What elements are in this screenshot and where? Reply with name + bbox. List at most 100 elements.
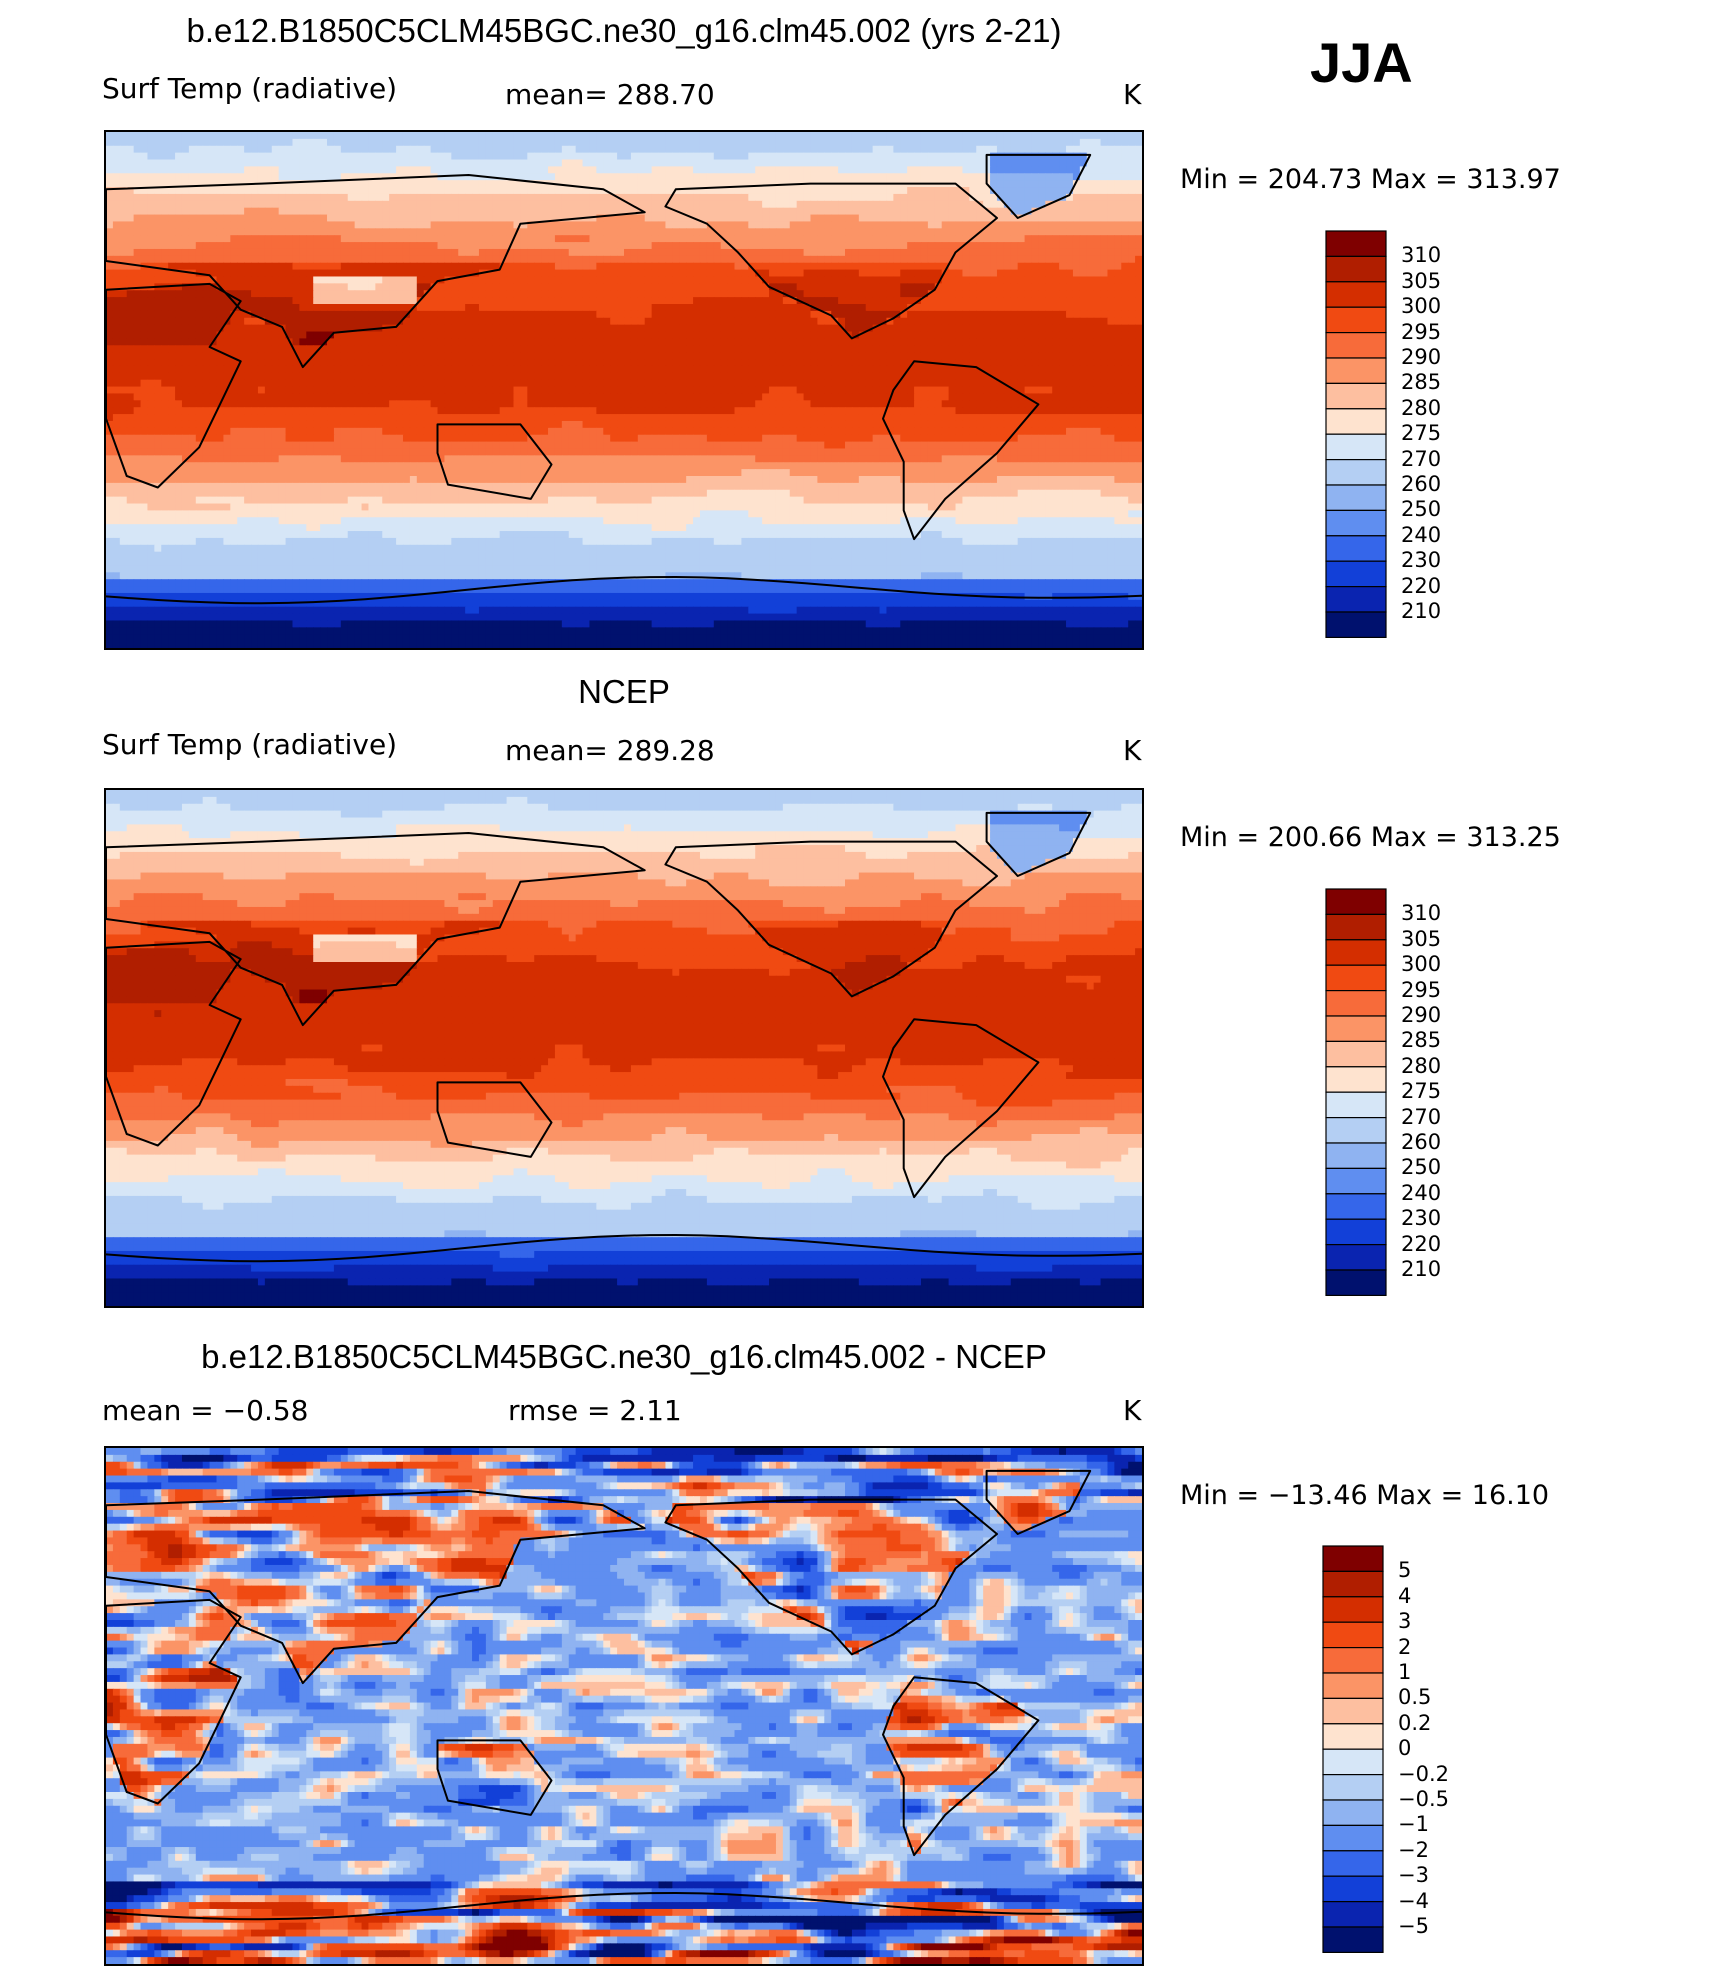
field-cell xyxy=(382,310,390,319)
field-cell xyxy=(1093,324,1102,333)
field-cell xyxy=(665,317,673,326)
field-cell xyxy=(907,276,915,284)
field-cell xyxy=(1024,248,1033,257)
field-cell xyxy=(637,180,646,188)
field-cell xyxy=(796,276,805,284)
field-cell xyxy=(202,317,211,326)
field-cell xyxy=(285,180,294,188)
field-cell xyxy=(299,324,307,333)
field-cell xyxy=(762,297,770,305)
field-cell xyxy=(140,248,149,257)
field-cell xyxy=(534,338,542,346)
field-cell xyxy=(886,132,894,140)
field-cell xyxy=(637,317,646,326)
field-cell xyxy=(520,331,528,339)
field-cell xyxy=(865,235,874,243)
field-cell xyxy=(1066,304,1074,312)
field-cell xyxy=(624,200,632,209)
field-cell xyxy=(485,228,494,236)
field-cell xyxy=(1107,276,1115,284)
field-cell xyxy=(409,193,418,202)
field-cell xyxy=(1052,173,1060,181)
field-cell xyxy=(575,324,584,333)
field-cell xyxy=(782,242,791,250)
field-cell xyxy=(499,200,508,209)
field-cell xyxy=(389,132,397,140)
field-cell xyxy=(534,207,542,216)
field-cell xyxy=(679,207,687,216)
field-cell xyxy=(465,317,473,326)
field-cell xyxy=(1003,166,1012,174)
field-cell xyxy=(990,228,998,236)
field-cell xyxy=(803,283,812,291)
field-cell xyxy=(693,338,701,346)
field-cell xyxy=(209,138,218,147)
field-cell xyxy=(755,152,763,161)
field-cell xyxy=(209,200,218,209)
field-cell xyxy=(679,269,687,278)
field-cell xyxy=(1121,345,1129,353)
field-cell xyxy=(644,221,653,229)
field-cell xyxy=(216,138,225,147)
field-cell xyxy=(548,242,556,250)
field-cell xyxy=(706,310,715,319)
field-cell xyxy=(996,276,1005,284)
field-cell xyxy=(886,345,894,353)
field-cell xyxy=(934,310,943,319)
field-cell xyxy=(561,228,570,236)
field-cell xyxy=(872,352,881,360)
field-cell xyxy=(1079,262,1088,271)
field-cell xyxy=(941,324,950,333)
field-cell xyxy=(803,187,812,195)
field-cell xyxy=(817,310,825,319)
field-cell xyxy=(230,310,238,319)
field-cell xyxy=(575,269,584,278)
field-cell xyxy=(437,269,446,278)
field-cell xyxy=(237,242,245,250)
field-cell xyxy=(458,304,466,312)
field-cell xyxy=(271,310,280,319)
field-cell xyxy=(755,180,763,188)
field-cell xyxy=(962,180,970,188)
field-cell xyxy=(803,345,812,353)
field-cell xyxy=(1038,193,1046,202)
field-cell xyxy=(1086,180,1095,188)
field-cell xyxy=(416,283,425,291)
field-cell xyxy=(306,345,314,353)
field-cell xyxy=(492,214,501,223)
field-cell xyxy=(976,269,984,278)
field-cell xyxy=(168,187,176,195)
field-cell xyxy=(907,152,915,161)
field-cell xyxy=(368,180,376,188)
field-cell xyxy=(140,214,149,223)
field-cell xyxy=(748,221,756,229)
field-cell xyxy=(195,262,204,271)
field-cell xyxy=(817,166,825,174)
field-cell xyxy=(444,187,452,195)
field-cell xyxy=(699,242,708,250)
field-cell xyxy=(630,276,639,284)
field-cell xyxy=(962,345,970,353)
field-cell xyxy=(451,297,459,305)
field-cell xyxy=(741,338,749,346)
field-cell xyxy=(1128,269,1136,278)
field-cell xyxy=(996,152,1005,161)
field-cell xyxy=(1128,214,1136,223)
field-cell xyxy=(375,214,383,223)
field-cell xyxy=(1031,255,1039,264)
field-cell xyxy=(996,235,1005,243)
field-cell xyxy=(354,283,363,291)
field-cell xyxy=(1093,166,1102,174)
field-cell xyxy=(976,255,984,264)
field-cell xyxy=(1121,132,1129,140)
field-cell xyxy=(872,235,881,243)
field-cell xyxy=(485,248,494,257)
field-cell xyxy=(458,132,466,140)
field-cell xyxy=(741,187,749,195)
field-cell xyxy=(548,138,556,147)
field-cell xyxy=(223,276,231,284)
field-cell xyxy=(955,248,964,257)
field-cell xyxy=(361,331,370,339)
field-cell xyxy=(257,338,266,346)
field-cell xyxy=(1010,290,1019,298)
